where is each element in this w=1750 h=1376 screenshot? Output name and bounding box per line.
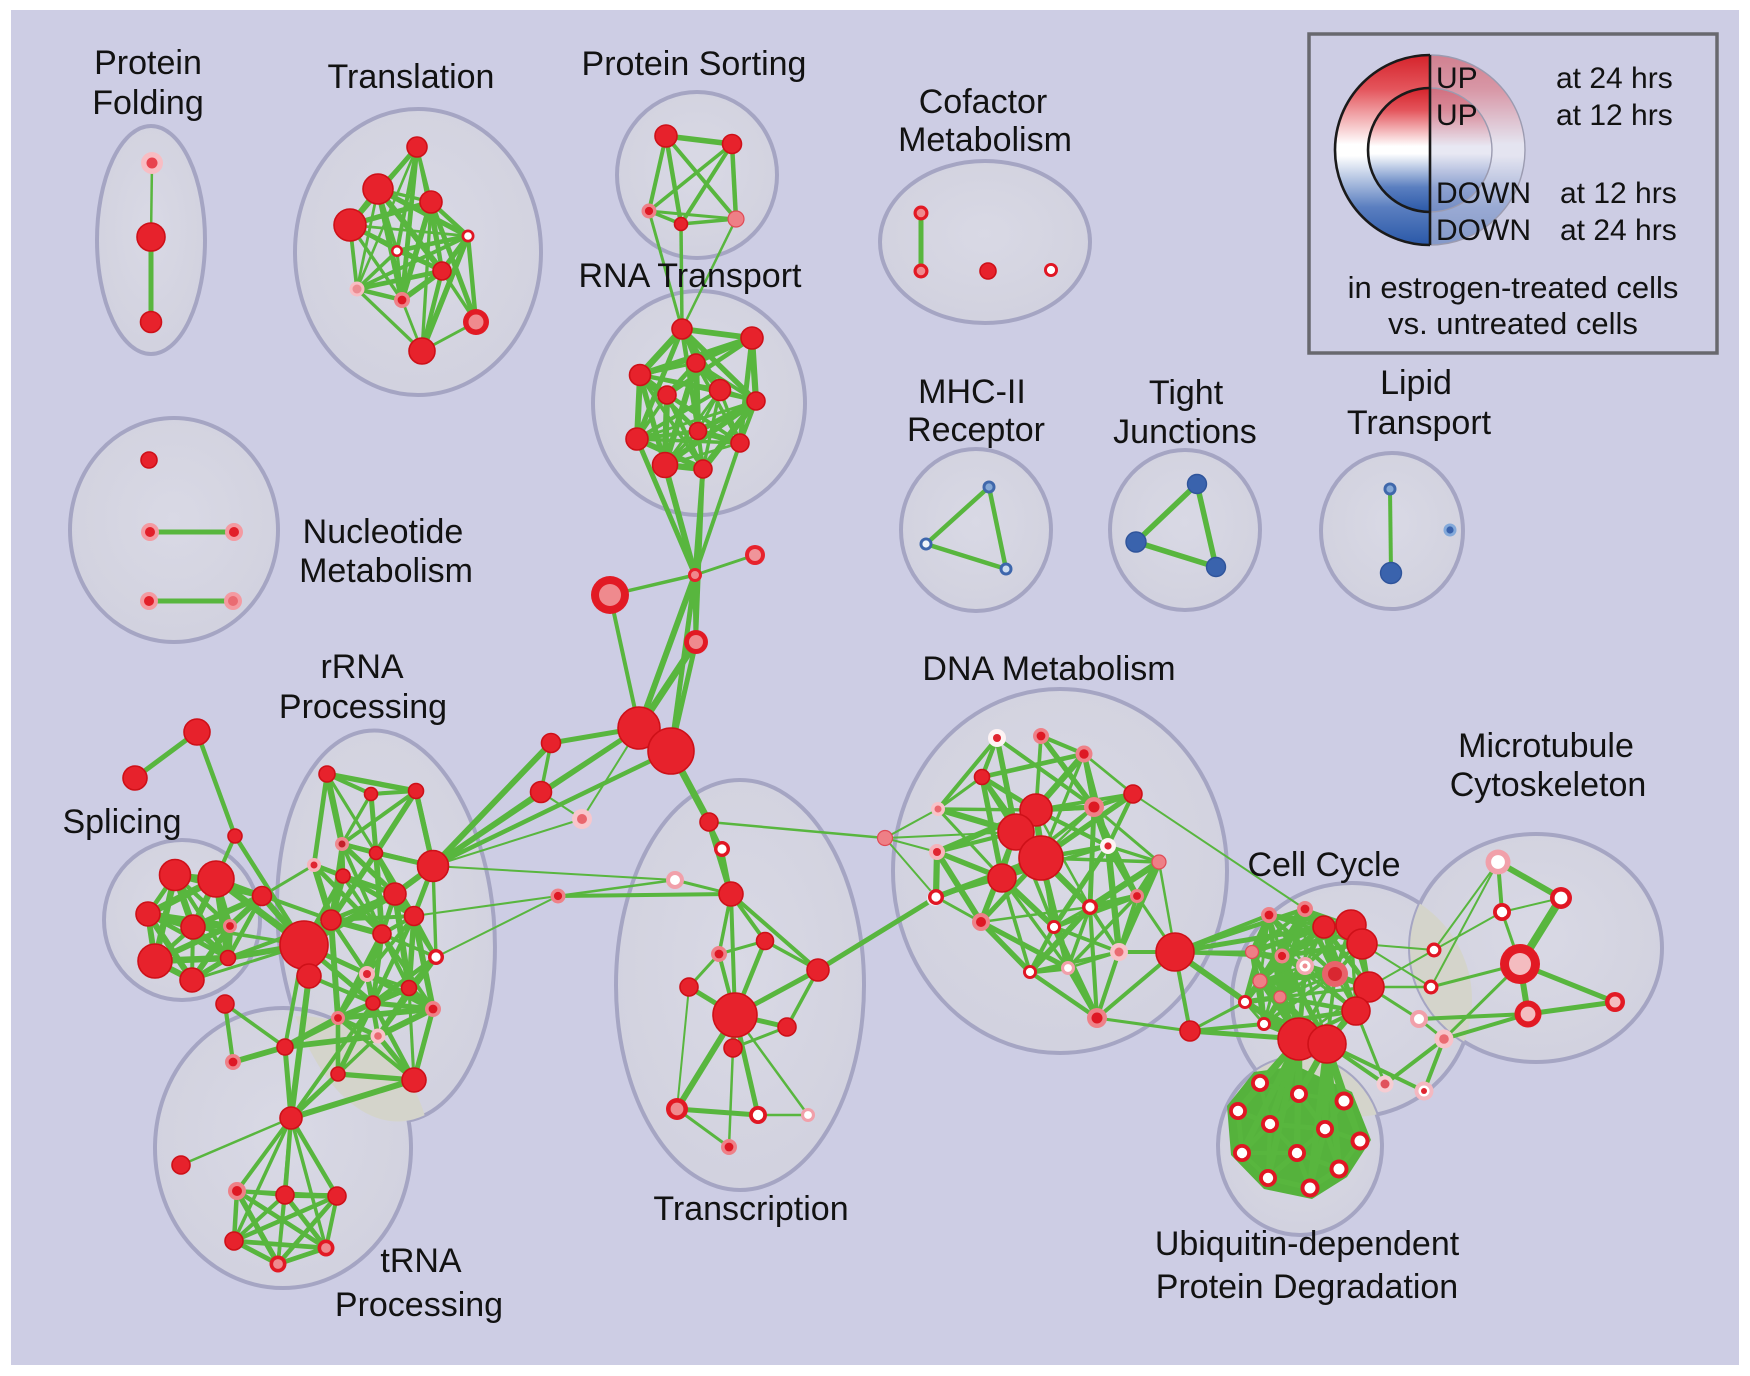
svg-text:Processing: Processing — [279, 688, 447, 726]
svg-text:Lipid: Lipid — [1380, 364, 1452, 402]
svg-text:in estrogen-treated cells: in estrogen-treated cells — [1348, 270, 1679, 305]
svg-text:RNA Transport: RNA Transport — [579, 257, 803, 295]
svg-text:Microtubule: Microtubule — [1458, 727, 1634, 765]
svg-text:Cofactor: Cofactor — [919, 83, 1048, 121]
svg-text:at 12 hrs: at 12 hrs — [1560, 177, 1677, 210]
svg-text:Transcription: Transcription — [653, 1190, 848, 1228]
svg-text:Metabolism: Metabolism — [299, 552, 473, 590]
svg-text:Transport: Transport — [1347, 404, 1492, 442]
svg-text:Nucleotide: Nucleotide — [303, 513, 464, 551]
svg-text:Cell Cycle: Cell Cycle — [1247, 846, 1400, 884]
svg-text:Receptor: Receptor — [907, 411, 1045, 449]
svg-text:Translation: Translation — [328, 58, 495, 96]
svg-text:Metabolism: Metabolism — [898, 121, 1072, 159]
svg-text:Ubiquitin-dependent: Ubiquitin-dependent — [1155, 1225, 1460, 1263]
svg-text:Splicing: Splicing — [62, 803, 181, 841]
svg-text:UP: UP — [1436, 99, 1478, 132]
svg-text:Processing: Processing — [335, 1286, 503, 1324]
svg-text:Cytoskeleton: Cytoskeleton — [1450, 766, 1647, 804]
svg-text:vs. untreated cells: vs. untreated cells — [1388, 306, 1638, 341]
svg-text:at 24 hrs: at 24 hrs — [1560, 214, 1677, 247]
svg-text:at 24 hrs: at 24 hrs — [1556, 62, 1673, 95]
svg-text:Folding: Folding — [92, 84, 204, 122]
svg-text:DNA Metabolism: DNA Metabolism — [922, 650, 1175, 688]
svg-text:Protein: Protein — [94, 44, 202, 82]
svg-text:Protein Degradation: Protein Degradation — [1156, 1268, 1458, 1306]
svg-text:Protein Sorting: Protein Sorting — [582, 45, 807, 83]
svg-text:Tight: Tight — [1149, 374, 1224, 412]
svg-text:MHC-II: MHC-II — [918, 373, 1026, 411]
svg-text:tRNA: tRNA — [380, 1242, 462, 1280]
svg-text:at 12 hrs: at 12 hrs — [1556, 99, 1673, 132]
svg-text:rRNA: rRNA — [320, 648, 403, 686]
svg-text:DOWN: DOWN — [1436, 177, 1531, 210]
svg-text:UP: UP — [1436, 62, 1478, 95]
svg-text:DOWN: DOWN — [1436, 214, 1531, 247]
svg-text:Junctions: Junctions — [1113, 413, 1257, 451]
